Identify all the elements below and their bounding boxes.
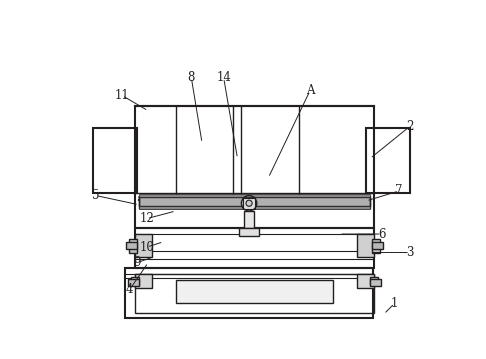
Bar — [131, 277, 139, 285]
Bar — [372, 242, 383, 250]
Bar — [139, 194, 370, 197]
Bar — [366, 128, 410, 193]
Bar — [135, 274, 152, 288]
Bar — [243, 211, 255, 228]
Text: 8: 8 — [188, 71, 195, 84]
Bar — [135, 274, 374, 313]
Text: 10: 10 — [139, 241, 154, 253]
Bar — [176, 280, 333, 303]
Text: 3: 3 — [406, 246, 414, 259]
Bar — [139, 196, 370, 208]
Circle shape — [246, 200, 252, 206]
Text: 7: 7 — [396, 185, 403, 197]
Bar — [93, 128, 137, 193]
Text: A: A — [306, 84, 314, 97]
Bar — [357, 274, 374, 288]
Bar — [129, 239, 137, 252]
Text: 5: 5 — [92, 189, 100, 202]
Bar — [239, 228, 259, 236]
Bar — [135, 228, 374, 268]
Bar — [125, 268, 373, 318]
Bar — [126, 242, 137, 250]
Text: 4: 4 — [126, 283, 134, 296]
Bar — [243, 198, 255, 209]
Bar — [370, 277, 378, 285]
Text: 9: 9 — [134, 256, 141, 269]
Bar — [135, 234, 152, 257]
Text: 14: 14 — [216, 71, 231, 84]
Text: 11: 11 — [115, 89, 129, 102]
Text: 2: 2 — [406, 120, 414, 133]
Bar — [139, 206, 370, 209]
Bar — [370, 279, 381, 286]
Bar — [357, 234, 374, 257]
Bar — [139, 197, 370, 206]
Bar — [372, 239, 380, 252]
Text: 12: 12 — [139, 212, 154, 225]
Text: 1: 1 — [391, 297, 399, 310]
Bar — [128, 279, 139, 286]
Bar — [135, 106, 374, 228]
Text: 6: 6 — [378, 228, 385, 241]
